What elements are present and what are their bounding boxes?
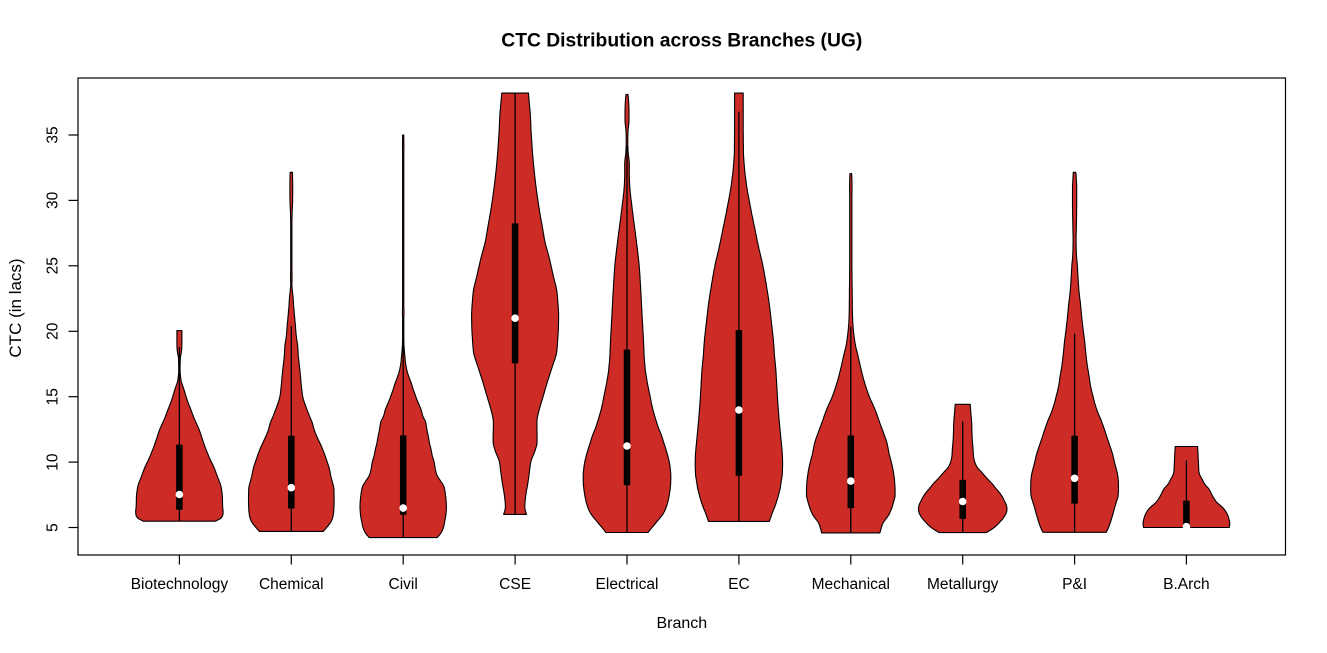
svg-text:CSE: CSE	[499, 576, 531, 593]
svg-text:30: 30	[45, 191, 62, 209]
svg-text:CTC (in lacs): CTC (in lacs)	[6, 258, 25, 357]
svg-text:Metallurgy: Metallurgy	[927, 576, 999, 593]
svg-text:20: 20	[45, 322, 62, 340]
svg-text:25: 25	[45, 257, 62, 274]
svg-text:5: 5	[45, 523, 62, 532]
svg-text:10: 10	[45, 453, 62, 471]
svg-text:Biotechnology: Biotechnology	[131, 576, 229, 593]
svg-text:35: 35	[45, 126, 62, 143]
svg-text:Electrical: Electrical	[596, 576, 659, 593]
svg-text:EC: EC	[728, 576, 750, 593]
svg-text:15: 15	[45, 388, 62, 405]
svg-text:Chemical: Chemical	[259, 576, 324, 593]
svg-text:CTC Distribution across Branch: CTC Distribution across Branches (UG)	[501, 31, 862, 52]
svg-text:Mechanical: Mechanical	[812, 576, 890, 593]
svg-text:Civil: Civil	[389, 576, 418, 593]
svg-text:Branch: Branch	[656, 615, 707, 632]
svg-text:P&I: P&I	[1062, 576, 1087, 593]
svg-text:B.Arch: B.Arch	[1163, 576, 1210, 593]
